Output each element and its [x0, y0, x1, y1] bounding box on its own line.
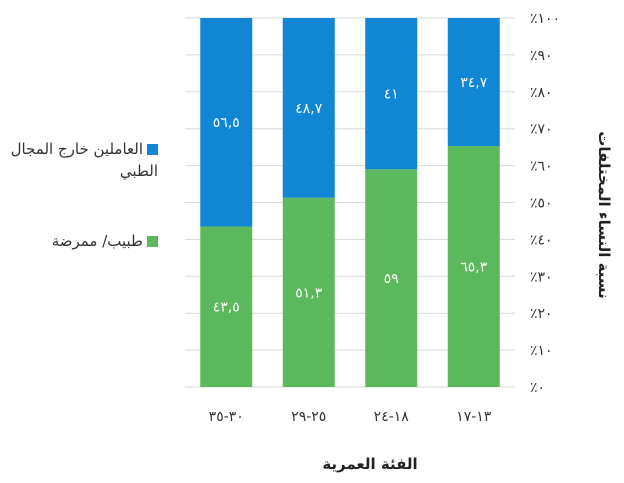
- legend-label-non-medical: العاملين خارج المجال الطبي: [10, 140, 158, 180]
- bar-doctor-nurse: [200, 226, 253, 387]
- y-tick-label: ٪٧٠: [530, 122, 553, 138]
- data-label: ٤٨,٧: [295, 101, 322, 117]
- legend-label-doctor-nurse: طبيب/ ممرضة: [51, 232, 143, 250]
- bar-non-medical: [200, 18, 253, 227]
- legend-item-non-medical: العاملين خارج المجال الطبي: [8, 138, 158, 182]
- y-tick-label: ٪٦٠: [530, 159, 553, 175]
- bar-doctor-nurse: [365, 169, 418, 387]
- data-label: ٥٩: [384, 271, 399, 287]
- bar-non-medical: [447, 18, 500, 147]
- y-tick-label: ٪٩٠: [530, 48, 553, 64]
- y-tick-label: ٪٥٠: [530, 196, 553, 212]
- data-label: ٣٤,٧: [460, 75, 487, 91]
- bar-doctor-nurse: [282, 197, 335, 387]
- data-label: ٥٦,٥: [213, 115, 240, 131]
- y-tick-label: ٪٢٠: [530, 306, 553, 322]
- data-label: ٦٥,٣: [460, 260, 487, 276]
- x-tick-label: ٣٠-٣٥: [209, 409, 244, 425]
- y-tick-label: ٪٣٠: [530, 269, 553, 285]
- y-tick-label: ٪١٠: [530, 343, 553, 359]
- x-tick-label: ١٣-١٧: [456, 409, 492, 425]
- data-label: ٤٣,٥: [213, 300, 240, 316]
- x-tick-label: ١٨-٢٤: [374, 409, 410, 425]
- y-tick-label: ٪٠: [530, 380, 545, 396]
- legend-item-doctor-nurse: طبيب/ ممرضة: [8, 230, 158, 252]
- data-label: ٥١,٣: [295, 285, 322, 301]
- y-tick-label: ٪٨٠: [530, 85, 553, 101]
- x-tick-label: ٢٥-٢٩: [291, 409, 326, 425]
- x-axis-title: الفئة العمرية: [322, 455, 418, 473]
- legend-swatch-non-medical: [147, 144, 158, 155]
- y-axis-title: نسبة النساء المختلفات: [595, 131, 613, 299]
- bar-non-medical: [282, 18, 335, 198]
- y-tick-label: ٪٤٠: [530, 232, 553, 248]
- legend-swatch-doctor-nurse: [147, 236, 158, 247]
- data-label: ٤١: [384, 87, 399, 103]
- bar-doctor-nurse: [447, 146, 500, 387]
- bar-non-medical: [365, 18, 418, 170]
- y-tick-label: ٪١٠٠: [530, 11, 560, 27]
